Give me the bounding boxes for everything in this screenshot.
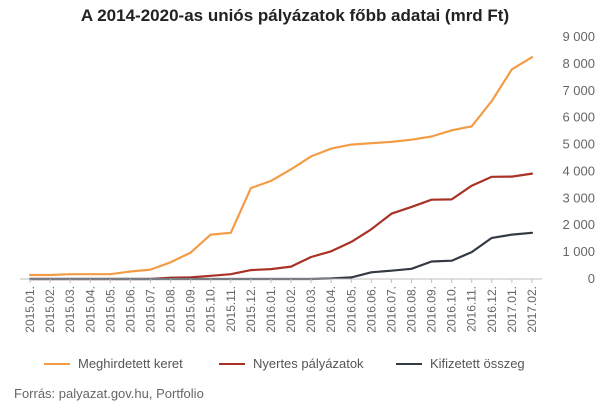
x-tick-label: 2015.09.: [184, 286, 198, 333]
y-tick-label: 8 000: [562, 56, 595, 71]
x-tick-label: 2015.05.: [103, 286, 117, 333]
series-line-2: [28, 172, 534, 281]
x-tick-label: 2016.05.: [344, 286, 358, 333]
x-tick-label: 2015.08.: [164, 286, 178, 333]
x-tick-label: 2016.09.: [425, 286, 439, 333]
x-tick-label: 2016.08.: [405, 286, 419, 333]
y-tick-label: 6 000: [562, 110, 595, 125]
x-tick-label: 2015.01.: [23, 286, 37, 333]
x-tick-label: 2016.03.: [304, 286, 318, 333]
x-tick-label: 2015.06.: [123, 286, 137, 333]
x-tick-label: 2015.03.: [63, 286, 77, 333]
source-note: Forrás: palyazat.gov.hu, Portfolio: [14, 386, 204, 401]
y-tick-label: 3 000: [562, 190, 595, 205]
x-tick-label: 2015.10.: [204, 286, 218, 333]
y-tick-label: 7 000: [562, 83, 595, 98]
series-line-1: [28, 56, 534, 277]
x-tick-label: 2016.01.: [264, 286, 278, 333]
x-tick-label: 2016.12.: [485, 286, 499, 333]
x-tick-label: 2015.04.: [83, 286, 97, 333]
y-tick-label: 9 000: [562, 29, 595, 44]
x-tick-label: 2015.11.: [224, 286, 238, 332]
legend-swatch-kifizetett: [396, 362, 422, 365]
y-tick-label: 5 000: [562, 137, 595, 152]
series-line-3: [28, 231, 534, 281]
legend-item-meghirdetett: Meghirdetett keret: [44, 356, 183, 371]
legend-label-nyertes: Nyertes pályázatok: [253, 356, 364, 371]
plot-lines: [28, 56, 534, 281]
x-tick-label: 2015.07.: [144, 286, 158, 333]
legend-item-kifizetett: Kifizetett összeg: [396, 356, 525, 371]
x-tick-label: 2015.12.: [244, 286, 258, 333]
chart-title: A 2014-2020-as uniós pályázatok főbb ada…: [80, 6, 510, 25]
x-tick-label: 2017.02.: [525, 286, 539, 333]
x-tick-label: 2016.11.: [465, 286, 479, 332]
x-tick-label: 2015.02.: [43, 286, 57, 333]
x-ticks: 2015.01. 2015.02. 2015.03. 2015.04. 2015.05.…: [23, 279, 539, 333]
legend: Meghirdetett keret Nyertes pályázatok Ki…: [0, 356, 607, 374]
x-tick-label: 2016.10.: [445, 286, 459, 333]
x-tick-label: 2016.02.: [284, 286, 298, 333]
x-tick-label: 2016.06.: [364, 286, 378, 333]
y-tick-label: 4 000: [562, 163, 595, 178]
y-tick-label: 1 000: [562, 244, 595, 259]
y-ticks: 0 1 000 2 000 3 000 4 000 5 000 6 000 7 000 8 00…: [562, 29, 595, 286]
legend-swatch-nyertes: [219, 362, 245, 365]
x-tick-label: 2016.04.: [324, 286, 338, 333]
legend-label-kifizetett: Kifizetett összeg: [430, 356, 525, 371]
legend-item-nyertes: Nyertes pályázatok: [219, 356, 364, 371]
y-tick-label: 0: [588, 271, 595, 286]
legend-label-meghirdetett: Meghirdetett keret: [78, 356, 183, 371]
y-tick-label: 2 000: [562, 217, 595, 232]
x-tick-label: 2016.07.: [384, 286, 398, 333]
x-tick-label: 2017.01.: [505, 286, 519, 333]
legend-swatch-meghirdetett: [44, 362, 70, 365]
